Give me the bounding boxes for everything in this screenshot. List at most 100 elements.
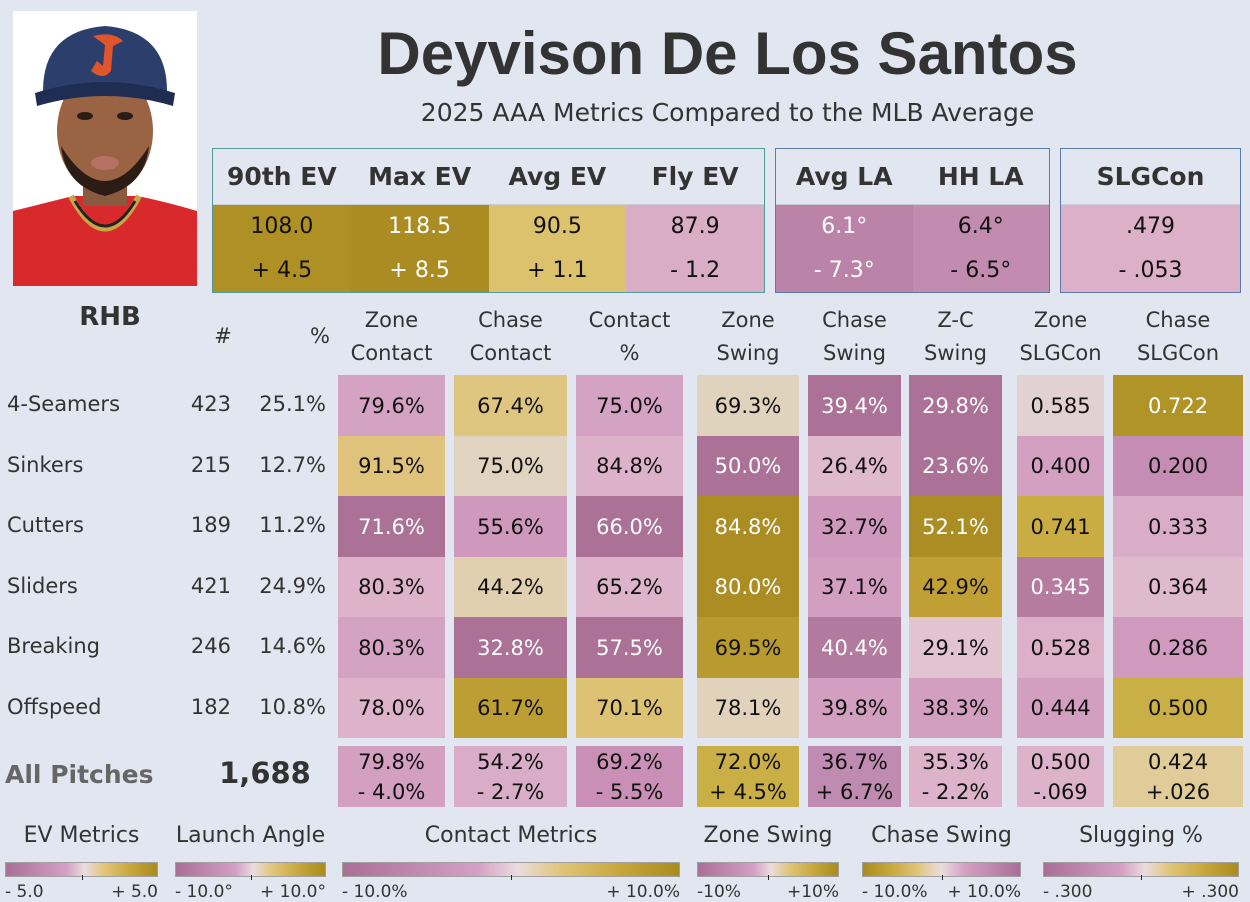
pitch-usage-pct: 25.1% [259,392,326,417]
column-header-line2: Swing [924,341,987,365]
total-value: 54.2% [477,749,544,774]
summary-metric-label: SLGCon [1061,149,1240,205]
metric-cell-chase-slgcon: 0.722 [1113,375,1243,436]
slgcon-box: SLGCon .479- .053 [1060,148,1241,293]
metric-cell-chase-slgcon: 0.286 [1113,617,1243,678]
legend-low-label: - 5.0 [5,882,44,902]
metric-cell-zone-slgcon: 0.400 [1017,436,1104,496]
column-header-chase-contact: Chase Contact [448,304,573,370]
metric-cell-zone-contact: 71.6% [338,496,445,557]
all-pitches-label: All Pitches [5,760,154,789]
metric-cell-zone-contact: 91.5% [338,436,445,496]
summary-metric-label: Avg LA [776,149,913,205]
summary-metric-fly-ev: Fly EV 87.9- 1.2 [626,149,764,292]
metric-cell-zc-swing: 52.1% [909,496,1002,557]
total-value: 79.8% [358,749,425,774]
percent-column-header: % [310,324,330,348]
total-diff: - 4.0% [357,779,426,804]
pitch-usage-pct: 11.2% [259,513,326,538]
metric-cell-chase-contact: 67.4% [454,375,567,436]
metric-cell-contact-pct: 57.5% [576,617,683,678]
legend-high-label: + 5.0 [111,882,158,902]
summary-metric-value: 90.5 [488,205,627,249]
summary-metric-value: 108.0 [213,205,351,249]
legend-ev-metrics: EV Metrics - 5.0 + 5.0 [5,822,158,902]
total-value: 69.2% [596,749,663,774]
metric-cell-chase-swing: 39.8% [808,678,901,738]
pitch-type-label: Breaking [7,634,101,659]
legend-chase-swing: Chase Swing - 10.0% + 10.0% [862,822,1021,902]
legend-color-scale [5,862,158,877]
summary-metric-value: 6.4° [912,205,1049,249]
legend-high-label: + 10.0° [260,882,326,902]
summary-metric-diff: + 8.5 [350,248,489,292]
metric-cell-chase-slgcon: 0.364 [1113,557,1243,617]
legend-high-label: + 10.0% [606,882,680,902]
summary-metric-diff: + 4.5 [213,248,351,292]
metric-cell-zone-contact: 80.3% [338,617,445,678]
summary-metric-label: Avg EV [488,149,627,205]
column-header-line1: Chase [822,308,887,332]
total-value: 0.500 [1030,749,1091,774]
metric-cell-zc-swing: 29.1% [909,617,1002,678]
column-header-line1: Chase [478,308,543,332]
metric-cell-chase-slgcon: 0.200 [1113,436,1243,496]
metric-cell-zone-slgcon: 0.345 [1017,557,1104,617]
legend-low-label: - 10.0% [342,882,408,902]
legend-title: Contact Metrics [424,823,598,848]
metric-cell-chase-swing: 37.1% [808,557,901,617]
player-name-title: Deyvison De Los Santos [377,20,1078,87]
total-value: 36.7% [821,749,888,774]
total-diff: + 6.7% [815,779,894,804]
summary-metric-diff: + 1.1 [488,248,627,292]
metric-cell-contact-pct: 65.2% [576,557,683,617]
summary-metric-diff: - 7.3° [776,248,913,292]
legend-title: Slugging % [1079,823,1203,848]
metric-cell-contact-pct: 66.0% [576,496,683,557]
summary-metric-value: 118.5 [350,205,489,249]
metric-cell-chase-slgcon: 0.333 [1113,496,1243,557]
metric-cell-chase-contact: 55.6% [454,496,567,557]
pitch-usage-pct: 10.8% [259,694,326,719]
summary-metric-90th-ev: 90th EV 108.0 + 4.5 [213,149,351,292]
column-header-chase-swing: Chase Swing [802,304,907,370]
column-header-line1: Zone [364,308,419,332]
metric-cell-chase-swing: 40.4% [808,617,901,678]
legend-title: Chase Swing [871,823,1012,848]
metric-cell-zc-swing: 23.6% [909,436,1002,496]
legend-title: Zone Swing [703,823,833,848]
total-cell-zone-slgcon: 0.500 -.069 [1017,746,1104,807]
pitch-count: 421 [190,573,231,598]
column-header-zone-contact: Zone Contact [332,304,451,370]
page-subtitle: 2025 AAA Metrics Compared to the MLB Ave… [420,98,1035,127]
column-header-line2: Swing [716,341,780,365]
column-header-line1: Chase [1145,308,1211,332]
total-diff: +.026 [1145,779,1211,804]
pitch-count: 182 [190,694,231,719]
total-value: 72.0% [714,749,782,774]
column-header-line2: SLGCon [1136,341,1220,365]
legend-color-scale [862,862,1021,877]
summary-metric-value: 6.1° [776,205,913,249]
legend-low-label: - .300 [1043,882,1093,902]
metric-cell-zc-swing: 42.9% [909,557,1002,617]
summary-metric-slgcon: SLGCon .479- .053 [1061,149,1240,292]
metric-cell-zone-swing: 84.8% [697,496,799,557]
column-header-zone-slgcon: Zone SLGCon [1011,304,1110,370]
total-diff: + 4.5% [709,779,787,804]
total-diff: - 5.5% [595,779,664,804]
metric-cell-chase-contact: 75.0% [454,436,567,496]
column-header-line1: Zone [1033,308,1088,332]
pitch-type-label: 4-Seamers [7,392,121,417]
legend-low-label: - 10.0% [862,882,928,902]
summary-metric-diff: - 6.5° [912,248,1049,292]
metric-cell-zone-slgcon: 0.585 [1017,375,1104,436]
pitch-count: 215 [190,452,231,477]
metric-cell-zone-swing: 69.3% [697,375,799,436]
all-pitches-count: 1,688 [219,756,311,790]
metric-cell-zone-contact: 78.0% [338,678,445,738]
pitch-count: 246 [190,634,231,659]
metric-cell-zc-swing: 29.8% [909,375,1002,436]
metric-cell-contact-pct: 84.8% [576,436,683,496]
metric-cell-zone-swing: 50.0% [697,436,799,496]
